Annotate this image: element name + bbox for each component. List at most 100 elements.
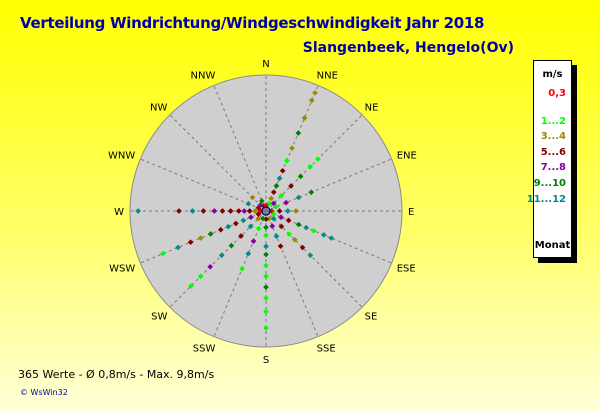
spoke-wsw [140, 210, 267, 264]
data-points [135, 90, 335, 331]
data-point [245, 250, 252, 257]
spoke-se [265, 210, 363, 308]
direction-label-sw: SW [151, 312, 167, 323]
data-point [299, 244, 306, 251]
data-point [160, 250, 166, 257]
data-point [235, 208, 242, 214]
data-point [307, 252, 314, 259]
data-point [279, 167, 286, 174]
direction-label-nnw: NNW [191, 70, 216, 81]
data-point [278, 214, 284, 221]
data-point [315, 156, 321, 162]
spoke-sw [169, 210, 267, 308]
data-point [263, 284, 269, 290]
data-point [295, 221, 302, 228]
data-point [228, 242, 235, 249]
data-point [233, 220, 239, 227]
data-point [175, 244, 181, 251]
direction-label-nne: NNE [317, 70, 338, 81]
data-point [211, 208, 218, 214]
data-point [227, 208, 234, 214]
data-point [292, 237, 298, 243]
legend-item: 3...4 [540, 131, 566, 142]
data-point [238, 233, 244, 239]
data-point [248, 214, 254, 221]
stats-line: 365 Werte - Ø 0,8m/s - Max. 9,8m/s [18, 368, 215, 381]
data-point [245, 200, 252, 207]
direction-label-se: SE [365, 312, 378, 323]
data-point [307, 163, 314, 170]
data-point [225, 223, 232, 230]
legend-footer: Monat [534, 240, 571, 251]
legend: m/s 0,3 1...2 3...4 5...6 7...8 9...10 1… [527, 60, 572, 258]
direction-label-wnw: WNW [108, 150, 135, 161]
data-point [277, 243, 284, 250]
data-point [295, 194, 302, 201]
data-point [135, 208, 141, 214]
data-point [270, 215, 277, 222]
center-ring [261, 206, 271, 216]
data-point [263, 224, 269, 231]
direction-label-ne: NE [365, 102, 379, 113]
direction-label-wsw: WSW [109, 264, 135, 275]
data-point [263, 262, 269, 269]
data-point [257, 202, 264, 209]
data-point [278, 192, 285, 199]
data-point [246, 208, 253, 214]
data-point [273, 183, 280, 189]
direction-label-nw: NW [150, 102, 167, 113]
data-point [241, 208, 248, 214]
data-point [263, 251, 269, 258]
data-point [310, 227, 317, 234]
data-point [249, 194, 256, 201]
data-point [303, 224, 310, 231]
data-point [297, 173, 304, 180]
data-point [285, 217, 292, 224]
data-point [269, 223, 276, 229]
data-point [312, 90, 318, 96]
direction-label-ene: ENE [397, 150, 417, 161]
data-point [197, 235, 204, 241]
data-point [259, 198, 265, 204]
chart-title: Verteilung Windrichtung/Windgeschwindigk… [20, 14, 485, 32]
data-point [240, 217, 247, 224]
data-point [263, 273, 269, 280]
data-point [263, 308, 269, 315]
data-point [263, 243, 269, 250]
data-point [252, 208, 258, 214]
data-point [255, 215, 262, 222]
data-point [217, 226, 224, 233]
spoke-wnw [140, 158, 267, 212]
spoke-nw [169, 114, 267, 212]
data-point [278, 223, 285, 230]
data-point [189, 208, 196, 214]
direction-label-w: W [114, 207, 124, 218]
direction-label-sse: SSE [317, 344, 336, 355]
data-point [263, 325, 269, 331]
legend-header: m/s [542, 69, 563, 80]
data-point [250, 238, 257, 244]
data-point [288, 183, 294, 189]
data-point [276, 175, 283, 182]
legend-item: 9...10 [533, 178, 566, 189]
direction-label-ssw: SSW [193, 344, 216, 355]
data-point [308, 97, 315, 104]
legend-item: 7...8 [540, 162, 566, 173]
data-point [247, 223, 254, 230]
spoke-ene [265, 158, 392, 212]
data-point [286, 231, 292, 237]
data-point [328, 235, 335, 241]
direction-labels: N NNE NE ENE E ESE SE SSE S SSW SW WSW W WNW NW NNW [108, 59, 417, 366]
spoke-nnw [213, 85, 267, 212]
legend-item: 11...12 [526, 194, 566, 205]
data-point [197, 273, 204, 280]
data-point [270, 189, 277, 195]
software-credit: © WsWin32 [20, 388, 68, 397]
data-point [187, 239, 194, 246]
data-point [263, 232, 269, 239]
direction-label-n: N [262, 59, 269, 70]
data-point [276, 208, 283, 214]
data-point [268, 195, 275, 202]
direction-label-s: S [263, 355, 269, 366]
